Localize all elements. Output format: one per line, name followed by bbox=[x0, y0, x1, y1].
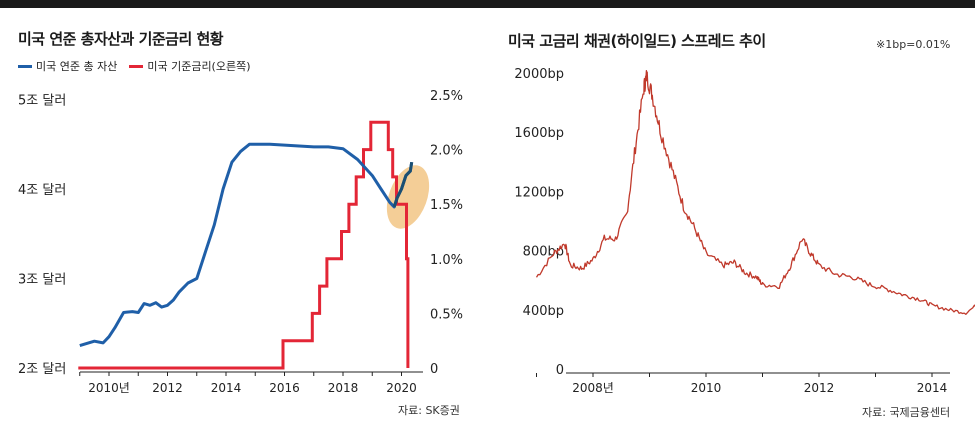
y-tick-label: 1600bp bbox=[514, 126, 564, 141]
y-tick-label: 800bp bbox=[523, 245, 564, 260]
x-tick-label: 2016 bbox=[269, 381, 300, 395]
x-tick-label: 2018 bbox=[328, 381, 359, 395]
left-chart-legend: 미국 연준 총 자산 미국 기준금리(오른쪽) bbox=[18, 58, 263, 74]
rate-series-line bbox=[78, 120, 410, 370]
y-right-tick-label: 2.0% bbox=[430, 144, 463, 159]
x-tick-label: 2010년 bbox=[88, 381, 130, 395]
x-tick-label: 2014 bbox=[211, 381, 242, 395]
legend-item-assets: 미국 연준 총 자산 bbox=[18, 58, 117, 74]
high-yield-spread-chart: 2000bp 1600bp 1200bp 800bp 400bp 0 2008년 2010 20… bbox=[514, 67, 975, 395]
right-chart-title: 미국 고금리 채권(하이일드) 스프레드 추이 bbox=[508, 32, 766, 50]
left-chart-source: 자료: SK증권 bbox=[398, 404, 460, 417]
fed-assets-rate-chart: 5조 달러 4조 달러 3조 달러 2조 달러 2.5% 2.0% 1.5% 1.0% 0.5%… bbox=[18, 89, 463, 395]
y-right-tick-label: 1.5% bbox=[430, 198, 463, 213]
y-right-tick-label: 1.0% bbox=[430, 253, 463, 268]
top-bar bbox=[0, 0, 975, 8]
bp-note: ※1bp=0.01% bbox=[876, 38, 951, 51]
x-tick-label: 2020 bbox=[386, 381, 417, 395]
x-tick-label: 2008년 bbox=[572, 381, 614, 395]
legend-item-rate: 미국 기준금리(오른쪽) bbox=[129, 58, 251, 74]
legend-swatch-assets bbox=[18, 64, 32, 68]
assets-recent-segment bbox=[392, 161, 414, 208]
y-left-tick-label: 5조 달러 bbox=[18, 94, 66, 109]
y-right-tick-label: 0 bbox=[430, 362, 438, 377]
assets-series-line bbox=[79, 142, 414, 348]
y-left-tick-label: 4조 달러 bbox=[18, 183, 66, 198]
legend-label-assets: 미국 연준 총 자산 bbox=[36, 60, 118, 73]
x-tick-label: 2012 bbox=[152, 381, 183, 395]
left-chart-title: 미국 연준 총자산과 기준금리 현황 bbox=[18, 30, 224, 48]
x-tick-label: 2010 bbox=[691, 381, 722, 395]
y-right-tick-label: 0.5% bbox=[430, 307, 463, 322]
right-chart-source: 자료: 국제금융센터 bbox=[862, 406, 951, 419]
y-tick-label: 0 bbox=[556, 363, 564, 378]
y-tick-label: 1200bp bbox=[514, 185, 564, 200]
y-left-tick-label: 3조 달러 bbox=[18, 273, 66, 288]
spread-series-line bbox=[535, 70, 975, 315]
x-tick-label: 2012 bbox=[804, 381, 835, 395]
y-tick-label: 2000bp bbox=[514, 67, 564, 82]
y-left-tick-label: 2조 달러 bbox=[18, 362, 66, 377]
x-tick-label: 2014 bbox=[917, 381, 948, 395]
legend-swatch-rate bbox=[129, 64, 144, 68]
y-right-tick-label: 2.5% bbox=[430, 89, 463, 104]
y-tick-label: 400bp bbox=[523, 304, 564, 319]
legend-label-rate: 미국 기준금리(오른쪽) bbox=[147, 60, 251, 73]
